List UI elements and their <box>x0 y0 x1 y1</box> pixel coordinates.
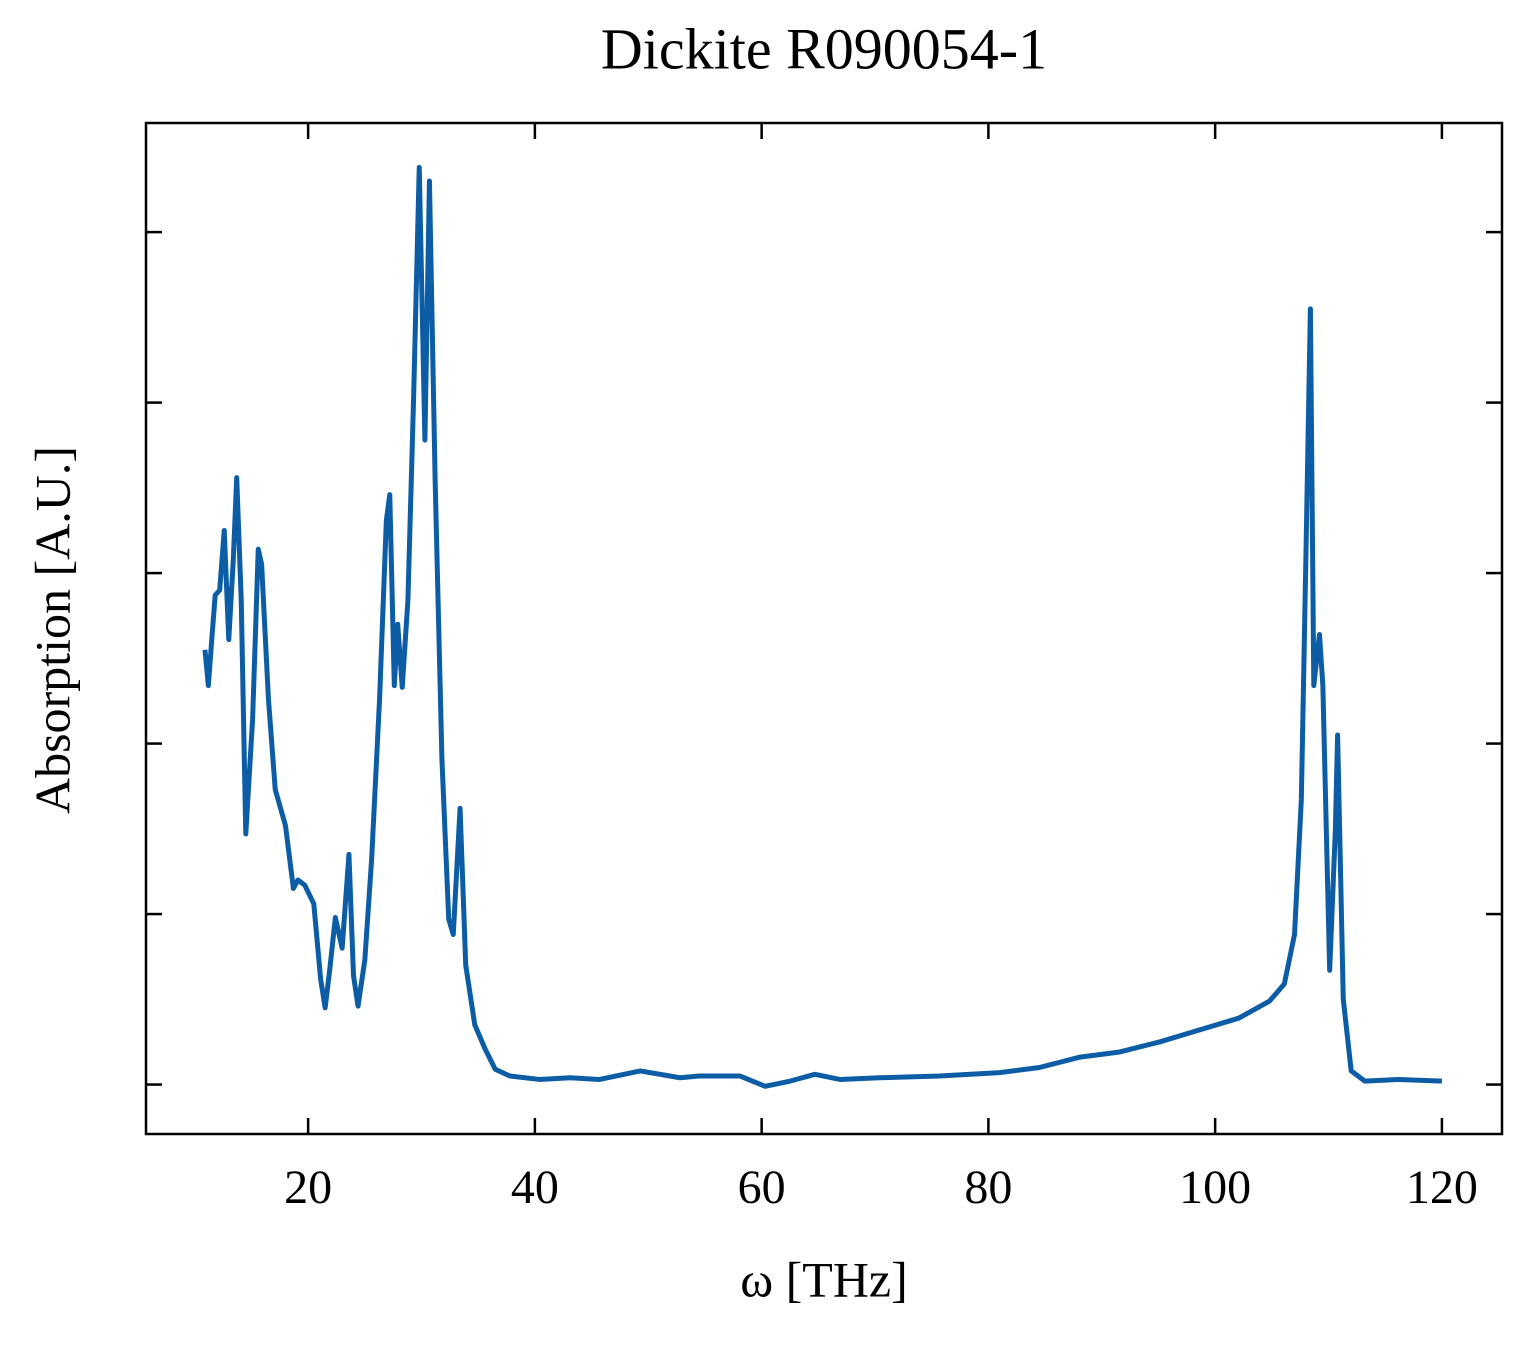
data-line <box>202 164 1443 1089</box>
x-tick-label: 80 <box>964 1161 1012 1214</box>
y-axis-label: Absorption [A.U.] <box>24 446 80 814</box>
x-tick-label: 60 <box>738 1161 786 1214</box>
x-tick-label: 20 <box>284 1161 332 1214</box>
chart-title: Dickite R090054-1 <box>601 16 1047 81</box>
x-tick-label: 100 <box>1179 1161 1251 1214</box>
plot-frame <box>144 121 1504 1136</box>
x-axis-label: ω [THz] <box>740 1251 908 1307</box>
x-tick-label: 40 <box>511 1161 559 1214</box>
x-tick-label: 120 <box>1406 1161 1478 1214</box>
